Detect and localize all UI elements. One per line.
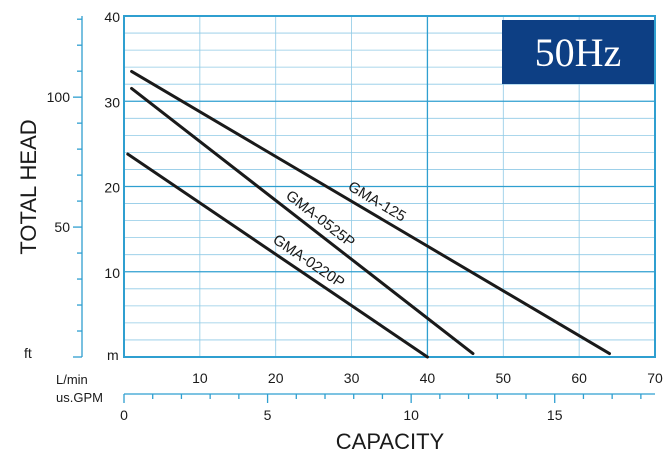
y-axis-title: TOTAL HEAD — [16, 119, 41, 254]
gpm-tick-label: 0 — [120, 407, 128, 423]
gpm-tick-label: 15 — [547, 407, 563, 423]
x-tick-label: 10 — [192, 370, 208, 386]
x-tick-label: 50 — [495, 370, 511, 386]
y-tick-label: 40 — [104, 9, 120, 25]
x-tick-label: 70 — [647, 370, 663, 386]
grid-major — [124, 16, 655, 357]
y-tick-label: 30 — [104, 94, 120, 110]
x-tick-label: 40 — [420, 370, 436, 386]
x-axis-ticks: 10 20 30 40 50 60 70 — [192, 370, 663, 386]
curve-gma-125 — [130, 69, 611, 356]
curves — [126, 69, 611, 359]
gpm-tick-label: 10 — [403, 407, 419, 423]
x-tick-label: 20 — [268, 370, 284, 386]
x-tick-label: 60 — [571, 370, 587, 386]
plot-frame — [123, 15, 656, 358]
gpm-tick-label: 5 — [264, 407, 272, 423]
y-unit-label: m — [107, 347, 119, 363]
curve-gma-0525p — [130, 86, 475, 356]
y2-unit-label: ft — [24, 345, 32, 361]
ft-scale: 50 100 — [47, 16, 83, 358]
x-axis-title: CAPACITY — [336, 429, 445, 454]
curve-gma-0220p — [126, 152, 429, 359]
frequency-badge — [502, 20, 654, 84]
frequency-badge-label: 50Hz — [535, 30, 622, 75]
x-unit-label: L/min — [56, 372, 88, 387]
y-tick-label: 20 — [104, 180, 120, 196]
ft-tick-label: 100 — [47, 89, 71, 105]
gpm-scale: 0 5 10 15 — [120, 393, 655, 423]
x-tick-label: 30 — [344, 370, 360, 386]
y-axis-ticks: 10 20 30 40 — [104, 9, 120, 281]
ft-tick-label: 50 — [54, 219, 70, 235]
y-tick-label: 10 — [104, 265, 120, 281]
x2-unit-label: us.GPM — [56, 390, 103, 405]
